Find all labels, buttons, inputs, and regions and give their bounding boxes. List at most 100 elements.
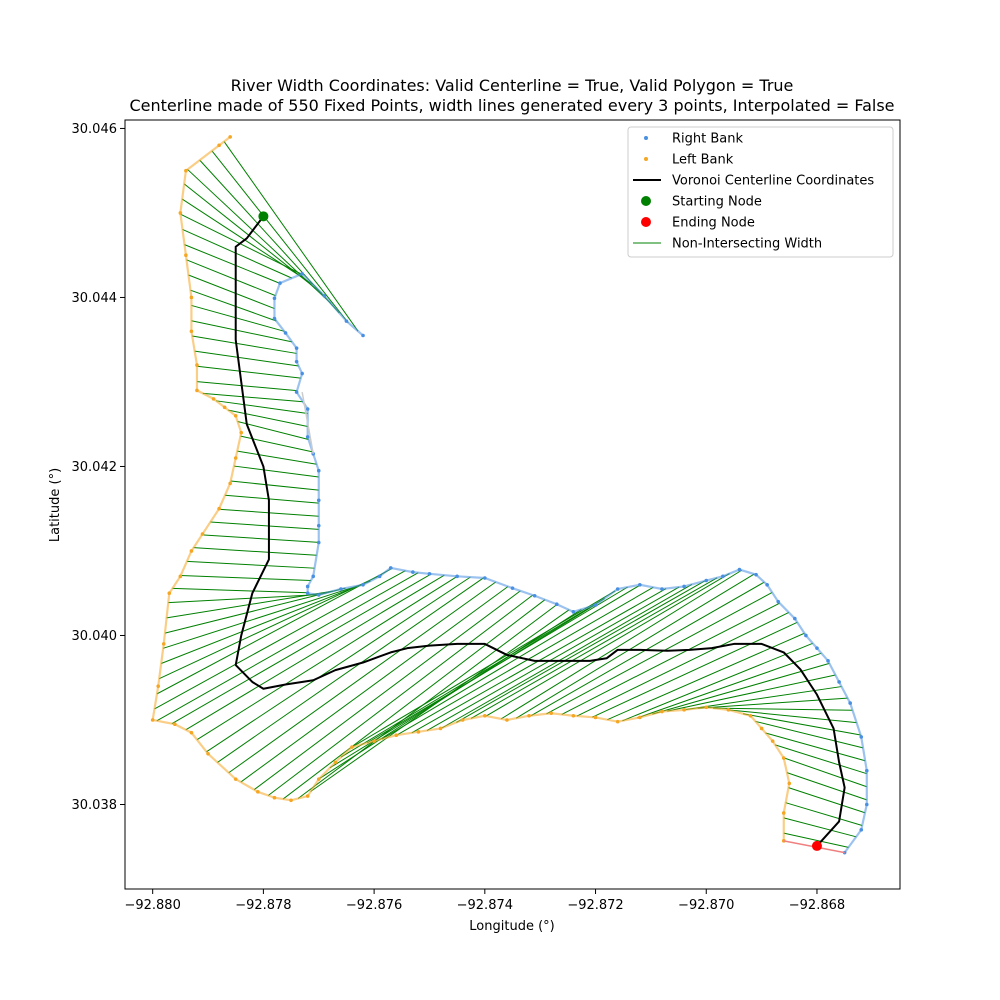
y-tick-label: 30.044 [72,291,118,306]
right-bank-point [455,574,459,579]
right-bank-point [272,316,277,321]
right-bank-point [615,587,620,591]
left-bank-point [726,708,731,712]
width-line [160,580,371,664]
width-line [196,365,301,379]
width-line [228,581,497,774]
x-axis-label: Longitude (°) [469,919,554,934]
width-line [531,581,765,716]
right-bank-point [316,498,321,503]
left-bank-point [759,726,764,731]
width-line [168,594,321,604]
width-line [156,567,393,695]
width-line [783,817,857,838]
bank-gap-segment [301,391,314,454]
right-bank-point [361,582,365,587]
width-line [785,802,863,826]
left-bank-point [200,532,205,536]
left-bank-point [156,684,161,688]
right-bank-point [305,407,310,411]
left-bank-point [195,363,199,367]
left-bank-point [206,751,210,756]
right-bank-point [532,593,537,598]
width-line [426,586,680,731]
left-bank-point [438,726,443,731]
x-tick-label: −92.880 [124,898,180,913]
starting-node [258,211,269,222]
width-line [196,381,298,392]
width-line [201,534,319,543]
legend-label: Left Bank [672,153,734,168]
right-bank-point [754,572,758,577]
y-axis-label: Latitude (°) [48,468,63,542]
left-bank-point [682,708,686,712]
right-bank-point [483,576,487,580]
width-line [202,392,303,403]
width-line [217,577,484,763]
width-line [712,707,853,711]
left-bank-point [527,713,531,718]
x-tick-label: −92.872 [567,898,623,913]
right-bank-point [737,567,742,572]
width-line [233,465,319,478]
left-bank-point [189,295,194,300]
width-line [224,494,319,504]
legend-label: Right Bank [672,132,743,147]
left-bank-point [416,730,421,734]
width-line [351,590,616,748]
left-bank-point [316,777,321,781]
left-bank-point [233,413,238,418]
left-bank-point [394,733,399,737]
width-line [194,350,299,367]
left-bank-point [189,549,194,553]
left-bank-point [178,211,183,215]
left-bank-point [222,405,227,410]
right-bank-point [316,523,321,528]
width-line [184,244,281,284]
width-line [185,574,445,731]
left-bank-point [704,705,709,710]
left-bank-point [781,756,786,760]
left-bank-point [460,718,465,722]
width-line [500,569,742,720]
right-bank-point [815,646,819,650]
width-line [396,586,654,736]
right-bank-point [776,599,781,604]
plot-area [150,135,869,855]
width-line [622,642,813,722]
right-bank-point [339,587,343,591]
legend-marker [641,196,651,206]
width-line [181,198,314,285]
left-bank-point [372,739,376,743]
left-bank-point [239,430,244,435]
left-bank-point [167,591,172,596]
left-bank-point [211,397,216,401]
width-line [576,612,790,717]
right-bank-point [305,591,310,596]
left-bank-point [233,777,238,781]
legend-box [627,126,894,258]
width-line [230,480,319,491]
width-line [697,697,848,709]
right-bank-point [793,616,797,621]
width-line [515,573,755,719]
width-line [470,577,718,719]
width-line [282,599,546,800]
y-axis: 30.038 30.040 30.042 30.044 30.046 [72,122,125,813]
legend-label: Non-Intersecting Width [672,237,822,252]
width-line [783,757,867,788]
width-line [211,150,349,323]
right-bank-point [859,735,864,739]
right-bank-point [377,574,382,579]
right-bank-point [593,603,598,607]
x-tick-label: −92.876 [346,898,402,913]
right-bank-point [826,659,830,663]
y-tick-label: 30.040 [72,629,118,644]
legend-marker [644,157,648,161]
right-bank-point [294,346,299,350]
left-bank-point [150,718,155,722]
width-line [253,590,521,791]
left-bank-point [505,718,509,722]
x-tick-label: −92.878 [235,898,291,913]
legend-marker [644,136,648,140]
